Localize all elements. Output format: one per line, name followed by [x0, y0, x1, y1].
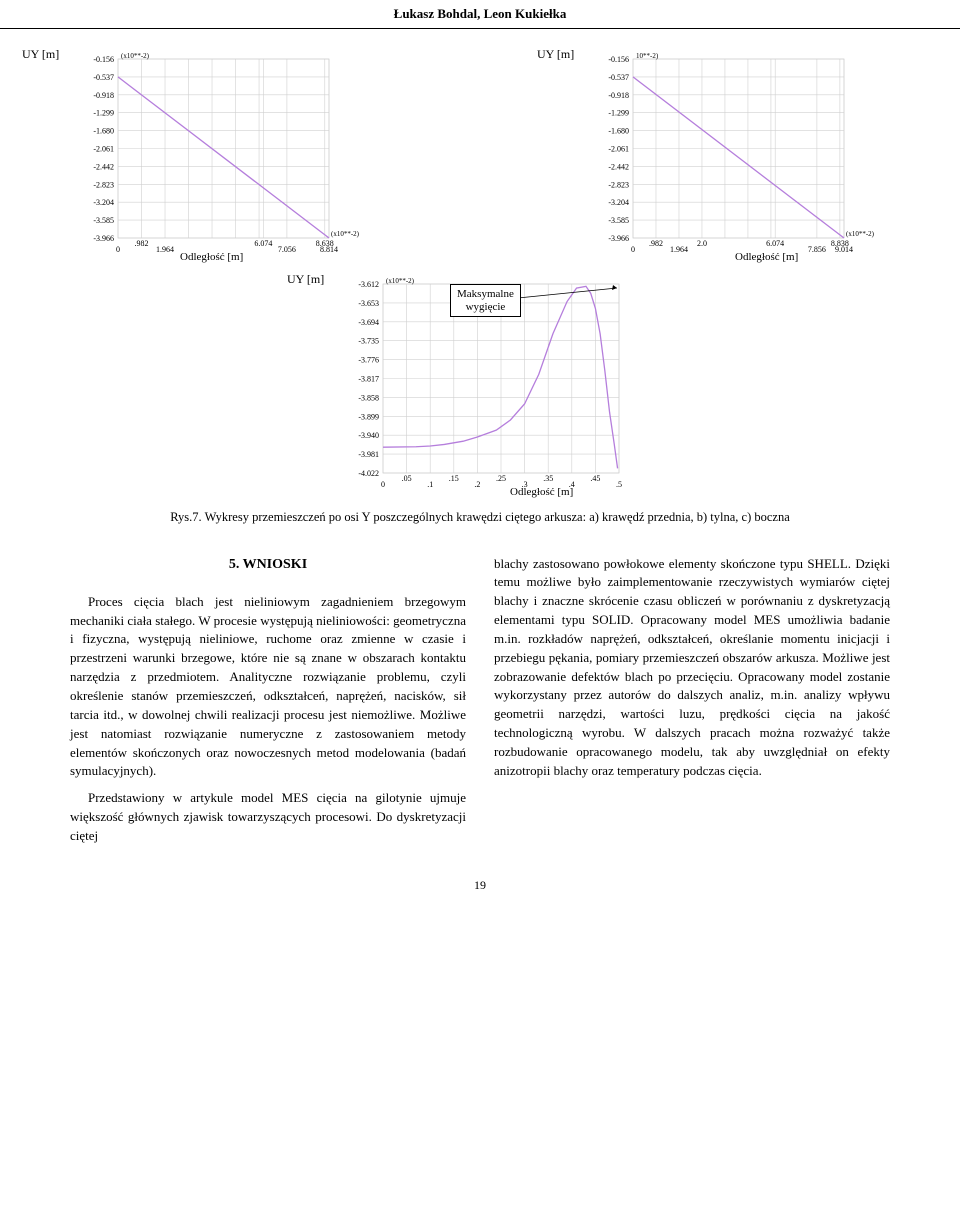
content-area: UY [m] -0.156 -0.537 -0.918 -1.299 -1.680 -2.… — [0, 29, 960, 913]
paragraph-3: blachy zastosowano powłokowe elementy sk… — [494, 555, 890, 781]
svg-text:(x10**-2): (x10**-2) — [386, 277, 415, 285]
svg-text:-3.817: -3.817 — [358, 375, 379, 384]
left-column: 5. WNIOSKI Proces cięcia blach jest niel… — [70, 555, 466, 854]
svg-text:-0.537: -0.537 — [93, 73, 114, 82]
right-column: blachy zastosowano powłokowe elementy sk… — [494, 555, 890, 854]
svg-text:7.856: 7.856 — [808, 245, 826, 254]
svg-text:2.0: 2.0 — [697, 239, 707, 248]
svg-text:-3.776: -3.776 — [358, 356, 379, 365]
svg-text:-3.653: -3.653 — [358, 299, 379, 308]
svg-text:-1.680: -1.680 — [93, 127, 114, 136]
svg-text:0: 0 — [116, 245, 120, 254]
svg-text:7.056: 7.056 — [278, 245, 296, 254]
svg-text:.15: .15 — [449, 474, 459, 483]
svg-text:6.074: 6.074 — [254, 239, 272, 248]
svg-text:.1: .1 — [427, 480, 433, 489]
svg-text:-3.966: -3.966 — [608, 234, 629, 243]
svg-text:-3.204: -3.204 — [93, 198, 114, 207]
chart-row-top: UY [m] -0.156 -0.537 -0.918 -1.299 -1.680 -2.… — [70, 49, 890, 264]
svg-text:-4.022: -4.022 — [358, 469, 379, 478]
svg-text:.2: .2 — [474, 480, 480, 489]
svg-text:(x10**-2): (x10**-2) — [846, 230, 875, 238]
svg-text:-0.918: -0.918 — [93, 91, 114, 100]
caption-text: Wykresy przemieszczeń po osi Y poszczegó… — [205, 510, 790, 524]
caption-prefix: Rys.7. — [170, 510, 201, 524]
svg-text:-2.442: -2.442 — [608, 162, 629, 171]
svg-text:-3.735: -3.735 — [358, 337, 379, 346]
chart-b-ylabel: UY [m] — [537, 47, 574, 62]
svg-text:-3.585: -3.585 — [93, 216, 114, 225]
svg-text:-0.918: -0.918 — [608, 91, 629, 100]
svg-text:-3.585: -3.585 — [608, 216, 629, 225]
svg-text:-2.061: -2.061 — [93, 145, 114, 154]
svg-text:-2.442: -2.442 — [93, 162, 114, 171]
svg-text:-3.899: -3.899 — [358, 412, 379, 421]
svg-text:-3.204: -3.204 — [608, 198, 629, 207]
svg-text:-0.156: -0.156 — [93, 55, 114, 64]
svg-text:-1.299: -1.299 — [608, 109, 629, 118]
chart-a-box: UY [m] -0.156-0.537-0.918-1.299-1.680-2.… — [70, 49, 375, 264]
svg-text:.982: .982 — [649, 239, 663, 248]
svg-text:Odległość [m]: Odległość [m] — [180, 251, 243, 263]
svg-text:.05: .05 — [402, 474, 412, 483]
svg-text:10**-2): 10**-2) — [636, 52, 659, 60]
paragraph-2: Przedstawiony w artykule model MES cięci… — [70, 789, 466, 846]
chart-row-bottom: UY [m] Maksymalnewygięcie -3.612 -3.653 -3… — [70, 274, 890, 499]
paragraph-1: Proces cięcia blach jest nieliniowym zag… — [70, 593, 466, 781]
header-authors: Łukasz Bohdal, Leon Kukiełka — [394, 6, 567, 21]
svg-text:.982: .982 — [135, 239, 149, 248]
svg-text:-3.981: -3.981 — [358, 450, 379, 459]
svg-text:-3.858: -3.858 — [358, 393, 379, 402]
svg-text:-3.940: -3.940 — [358, 431, 379, 440]
svg-text:-3.612: -3.612 — [358, 280, 379, 289]
svg-text:-2.823: -2.823 — [93, 180, 114, 189]
svg-text:.25: .25 — [496, 474, 506, 483]
svg-text:.35: .35 — [543, 474, 553, 483]
svg-text:9.014: 9.014 — [835, 245, 853, 254]
svg-text:-3.694: -3.694 — [358, 318, 379, 327]
svg-text:Odległość [m]: Odległość [m] — [510, 486, 573, 498]
page-number: 19 — [70, 878, 890, 893]
chart-c-box: UY [m] Maksymalnewygięcie -3.612-3.653-3… — [335, 274, 665, 499]
svg-text:.45: .45 — [590, 474, 600, 483]
svg-text:0: 0 — [381, 480, 385, 489]
svg-text:-0.537: -0.537 — [608, 73, 629, 82]
chart-b-box: UY [m] -0.156-0.537-0.918-1.299-1.680-2.… — [585, 49, 890, 264]
chart-c-callout: Maksymalnewygięcie — [450, 284, 521, 317]
svg-text:0: 0 — [631, 245, 635, 254]
figure-caption: Rys.7. Wykresy przemieszczeń po osi Y po… — [70, 509, 890, 527]
page-header: Łukasz Bohdal, Leon Kukiełka — [0, 0, 960, 29]
svg-text:1.964: 1.964 — [670, 245, 688, 254]
svg-text:-1.299: -1.299 — [93, 109, 114, 118]
chart-c-ylabel: UY [m] — [287, 272, 324, 287]
two-column-body: 5. WNIOSKI Proces cięcia blach jest niel… — [70, 555, 890, 854]
svg-text:-0.156: -0.156 — [608, 55, 629, 64]
svg-text:(x10**-2): (x10**-2) — [121, 52, 150, 60]
svg-text:-2.061: -2.061 — [608, 145, 629, 154]
svg-text:Odległość [m]: Odległość [m] — [735, 251, 798, 263]
svg-text:8.814: 8.814 — [320, 245, 338, 254]
svg-text:-1.680: -1.680 — [608, 127, 629, 136]
svg-text:-3.966: -3.966 — [93, 234, 114, 243]
svg-text:-2.823: -2.823 — [608, 180, 629, 189]
svg-text:1.964: 1.964 — [156, 245, 174, 254]
svg-text:.5: .5 — [616, 480, 622, 489]
chart-a-ylabel: UY [m] — [22, 47, 59, 62]
svg-text:6.074: 6.074 — [766, 239, 784, 248]
section-heading: 5. WNIOSKI — [70, 555, 466, 575]
svg-text:(x10**-2): (x10**-2) — [331, 230, 360, 238]
